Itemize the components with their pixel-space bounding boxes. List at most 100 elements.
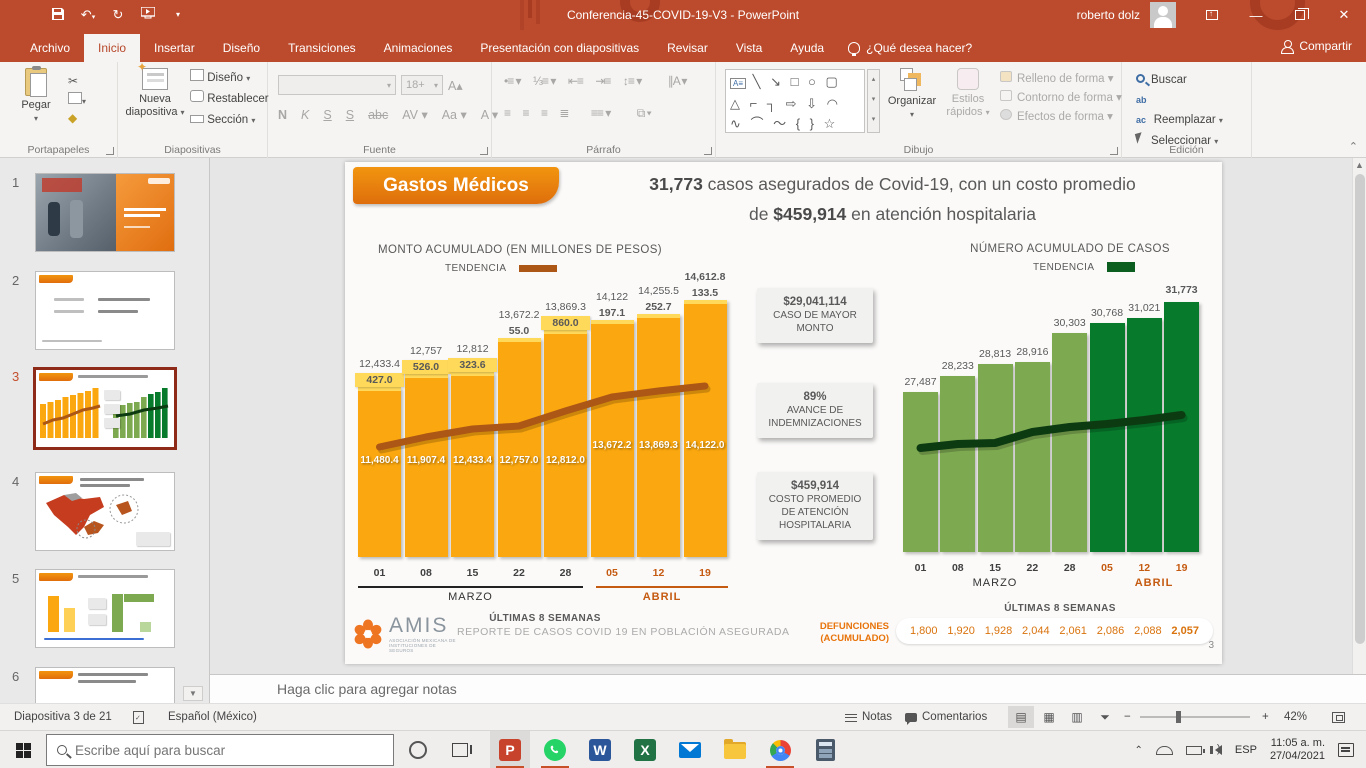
taskbar-word[interactable]: W [580, 731, 620, 768]
thumbnail-scroll-down-button[interactable]: ▼ [183, 686, 203, 701]
tab-diseño[interactable]: Diseño [209, 34, 274, 62]
font-size-combo[interactable]: 18+▾ [401, 75, 443, 95]
tab-presentación-con-diapositivas[interactable]: Presentación con diapositivas [466, 34, 653, 62]
bar-12[interactable] [1127, 318, 1162, 552]
bold-button[interactable]: N [278, 108, 287, 122]
bar-19[interactable] [684, 300, 727, 557]
justify-icon[interactable]: ≣ [559, 106, 568, 120]
tab-archivo[interactable]: Archivo [16, 34, 84, 62]
format-painter-button[interactable]: ◆ [68, 111, 86, 125]
quick-styles-button[interactable]: Estilos rápidos ▾ [942, 68, 994, 119]
taskbar-file-explorer[interactable] [715, 731, 755, 768]
start-button[interactable] [0, 731, 46, 768]
restore-button[interactable] [1278, 0, 1322, 30]
zoom-in-button[interactable]: + [1262, 704, 1269, 730]
slide-badge[interactable]: Gastos Médicos [353, 167, 559, 204]
slide-thumbnail-1[interactable] [35, 173, 175, 252]
taskbar-chrome[interactable] [760, 731, 800, 768]
drawing-dialog-launcher[interactable] [1110, 147, 1118, 155]
fit-to-window-button[interactable] [1332, 704, 1345, 730]
taskbar-excel[interactable]: X [625, 731, 665, 768]
paragraph-dialog-launcher[interactable] [704, 147, 712, 155]
reset-slide-button[interactable]: Restablecer [190, 89, 269, 110]
comments-toggle-button[interactable]: Comentarios [905, 704, 987, 730]
clock[interactable]: 11:05 a. m.27/04/2021 [1270, 737, 1325, 763]
taskbar-search[interactable] [46, 734, 394, 766]
onedrive-icon[interactable] [1156, 746, 1173, 755]
tab-inicio[interactable]: Inicio [84, 34, 140, 62]
bar-05[interactable] [1090, 323, 1125, 552]
bar-08[interactable] [940, 376, 975, 552]
decrease-indent-icon[interactable]: ⇤≡ [568, 74, 583, 88]
shape-outline-button[interactable]: Contorno de forma ▾ [1000, 89, 1122, 108]
shape-fill-button[interactable]: Relleno de forma ▾ [1000, 70, 1122, 89]
columns-icon[interactable]: ≡≡ ▾ [591, 106, 610, 120]
arrange-button[interactable]: Organizar▾ [886, 68, 938, 121]
language-indicator[interactable]: Español (México) [168, 704, 257, 730]
tab-animaciones[interactable]: Animaciones [370, 34, 467, 62]
line-spacing-icon[interactable]: ↕≡ ▾ [623, 74, 641, 88]
zoom-level[interactable]: 42% [1284, 704, 1307, 730]
find-button[interactable]: Buscar [1136, 70, 1223, 90]
taskbar-calculator[interactable] [805, 731, 845, 768]
bar-01[interactable] [358, 387, 401, 557]
slide-layout-button[interactable]: Diseño ▾ [190, 68, 269, 89]
slide-thumbnail-3[interactable] [33, 367, 177, 450]
notes-toggle-button[interactable]: Notas [845, 704, 892, 730]
tab-transiciones[interactable]: Transiciones [274, 34, 370, 62]
numbering-icon[interactable]: ⅓≡ ▾ [533, 74, 555, 88]
text-direction-icon[interactable]: ∥A ▾ [668, 74, 687, 88]
taskbar-whatsapp[interactable] [535, 731, 575, 768]
tab-ayuda[interactable]: Ayuda [776, 34, 838, 62]
taskbar-powerpoint[interactable]: P [490, 731, 530, 768]
bar-15[interactable] [978, 364, 1013, 552]
font-dialog-launcher[interactable] [480, 147, 488, 155]
italic-button[interactable]: K [301, 108, 309, 122]
replace-button[interactable]: abac Reemplazar ▾ [1136, 90, 1223, 131]
align-left-icon[interactable]: ≡ [504, 106, 510, 120]
strikethrough-button[interactable]: abc [368, 108, 388, 122]
action-center-icon[interactable] [1338, 743, 1354, 757]
avatar[interactable] [1150, 2, 1176, 28]
copy-button[interactable]: ▾ [68, 92, 86, 107]
tray-expand-icon[interactable]: ⌃ [1135, 745, 1143, 756]
bar-05[interactable] [591, 320, 634, 557]
shadow-button[interactable]: S [346, 108, 354, 122]
current-slide[interactable]: Gastos Médicos 31,773 casos asegurados d… [345, 162, 1222, 664]
tab-vista[interactable]: Vista [722, 34, 776, 62]
bar-22[interactable] [498, 338, 541, 557]
bar-28[interactable] [1052, 333, 1087, 552]
reading-view-button[interactable]: ▥ [1064, 706, 1090, 728]
clipboard-dialog-launcher[interactable] [106, 147, 114, 155]
zoom-out-button[interactable]: − [1124, 704, 1131, 730]
slide-thumbnail-4[interactable] [35, 472, 175, 551]
new-slide-button[interactable]: Nueva diapositiva ▾ [124, 68, 186, 119]
tab-revisar[interactable]: Revisar [653, 34, 722, 62]
spellcheck-indicator[interactable] [133, 704, 144, 730]
slideshow-view-button[interactable]: ⏷ [1092, 706, 1118, 728]
callout-avance-indemnizaciones[interactable]: 89%AVANCE DE INDEMNIZACIONES [757, 383, 873, 438]
bar-12[interactable] [637, 314, 680, 557]
slide-position-indicator[interactable]: Diapositiva 3 de 21 [14, 704, 112, 730]
cortana-button[interactable] [398, 731, 438, 768]
scrollbar-thumb[interactable] [1355, 174, 1365, 644]
tell-me-search[interactable]: ¿Qué desea hacer? [838, 34, 982, 62]
underline-button[interactable]: S [323, 108, 331, 122]
ribbon-display-options-button[interactable] [1190, 0, 1234, 30]
font-name-combo[interactable]: ▾ [278, 75, 396, 95]
shape-effects-button[interactable]: Efectos de forma ▾ [1000, 108, 1122, 127]
shapes-gallery[interactable]: A≡ ╲ ↘ □ ○ ▢ △ ⌐ ┐ ⇨ ⇩ ◠ ∿ ⌒ ～ { } ☆ [725, 69, 865, 133]
slide-thumbnail-6[interactable] [35, 667, 175, 703]
minimize-button[interactable]: — [1234, 0, 1278, 30]
vertical-scrollbar[interactable]: ▲ [1352, 158, 1366, 703]
align-right-icon[interactable]: ≡ [541, 106, 547, 120]
change-case-button[interactable]: Aa ▾ [442, 107, 467, 122]
keyboard-language[interactable]: ESP [1235, 744, 1257, 756]
taskbar-mail[interactable] [670, 731, 710, 768]
slide-title[interactable]: 31,773 casos asegurados de Covid-19, con… [570, 169, 1215, 229]
taskbar-search-input[interactable] [75, 743, 355, 758]
collapse-ribbon-button[interactable]: ⌃ [1349, 140, 1358, 153]
increase-indent-icon[interactable]: ⇥≡ [595, 74, 610, 88]
zoom-slider[interactable] [1140, 704, 1250, 730]
bar-19[interactable] [1164, 302, 1199, 552]
